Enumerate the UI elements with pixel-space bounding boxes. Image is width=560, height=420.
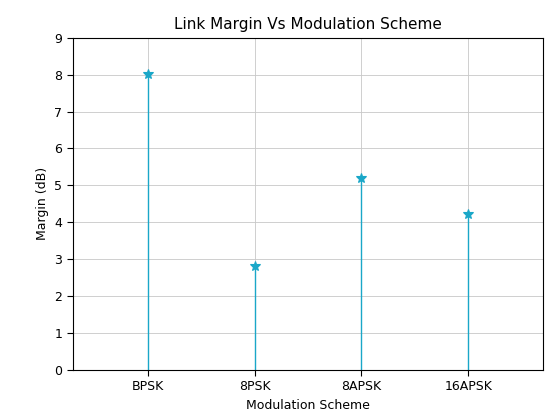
Title: Link Margin Vs Modulation Scheme: Link Margin Vs Modulation Scheme bbox=[174, 18, 442, 32]
X-axis label: Modulation Scheme: Modulation Scheme bbox=[246, 399, 370, 412]
Y-axis label: Margin (dB): Margin (dB) bbox=[36, 167, 49, 240]
